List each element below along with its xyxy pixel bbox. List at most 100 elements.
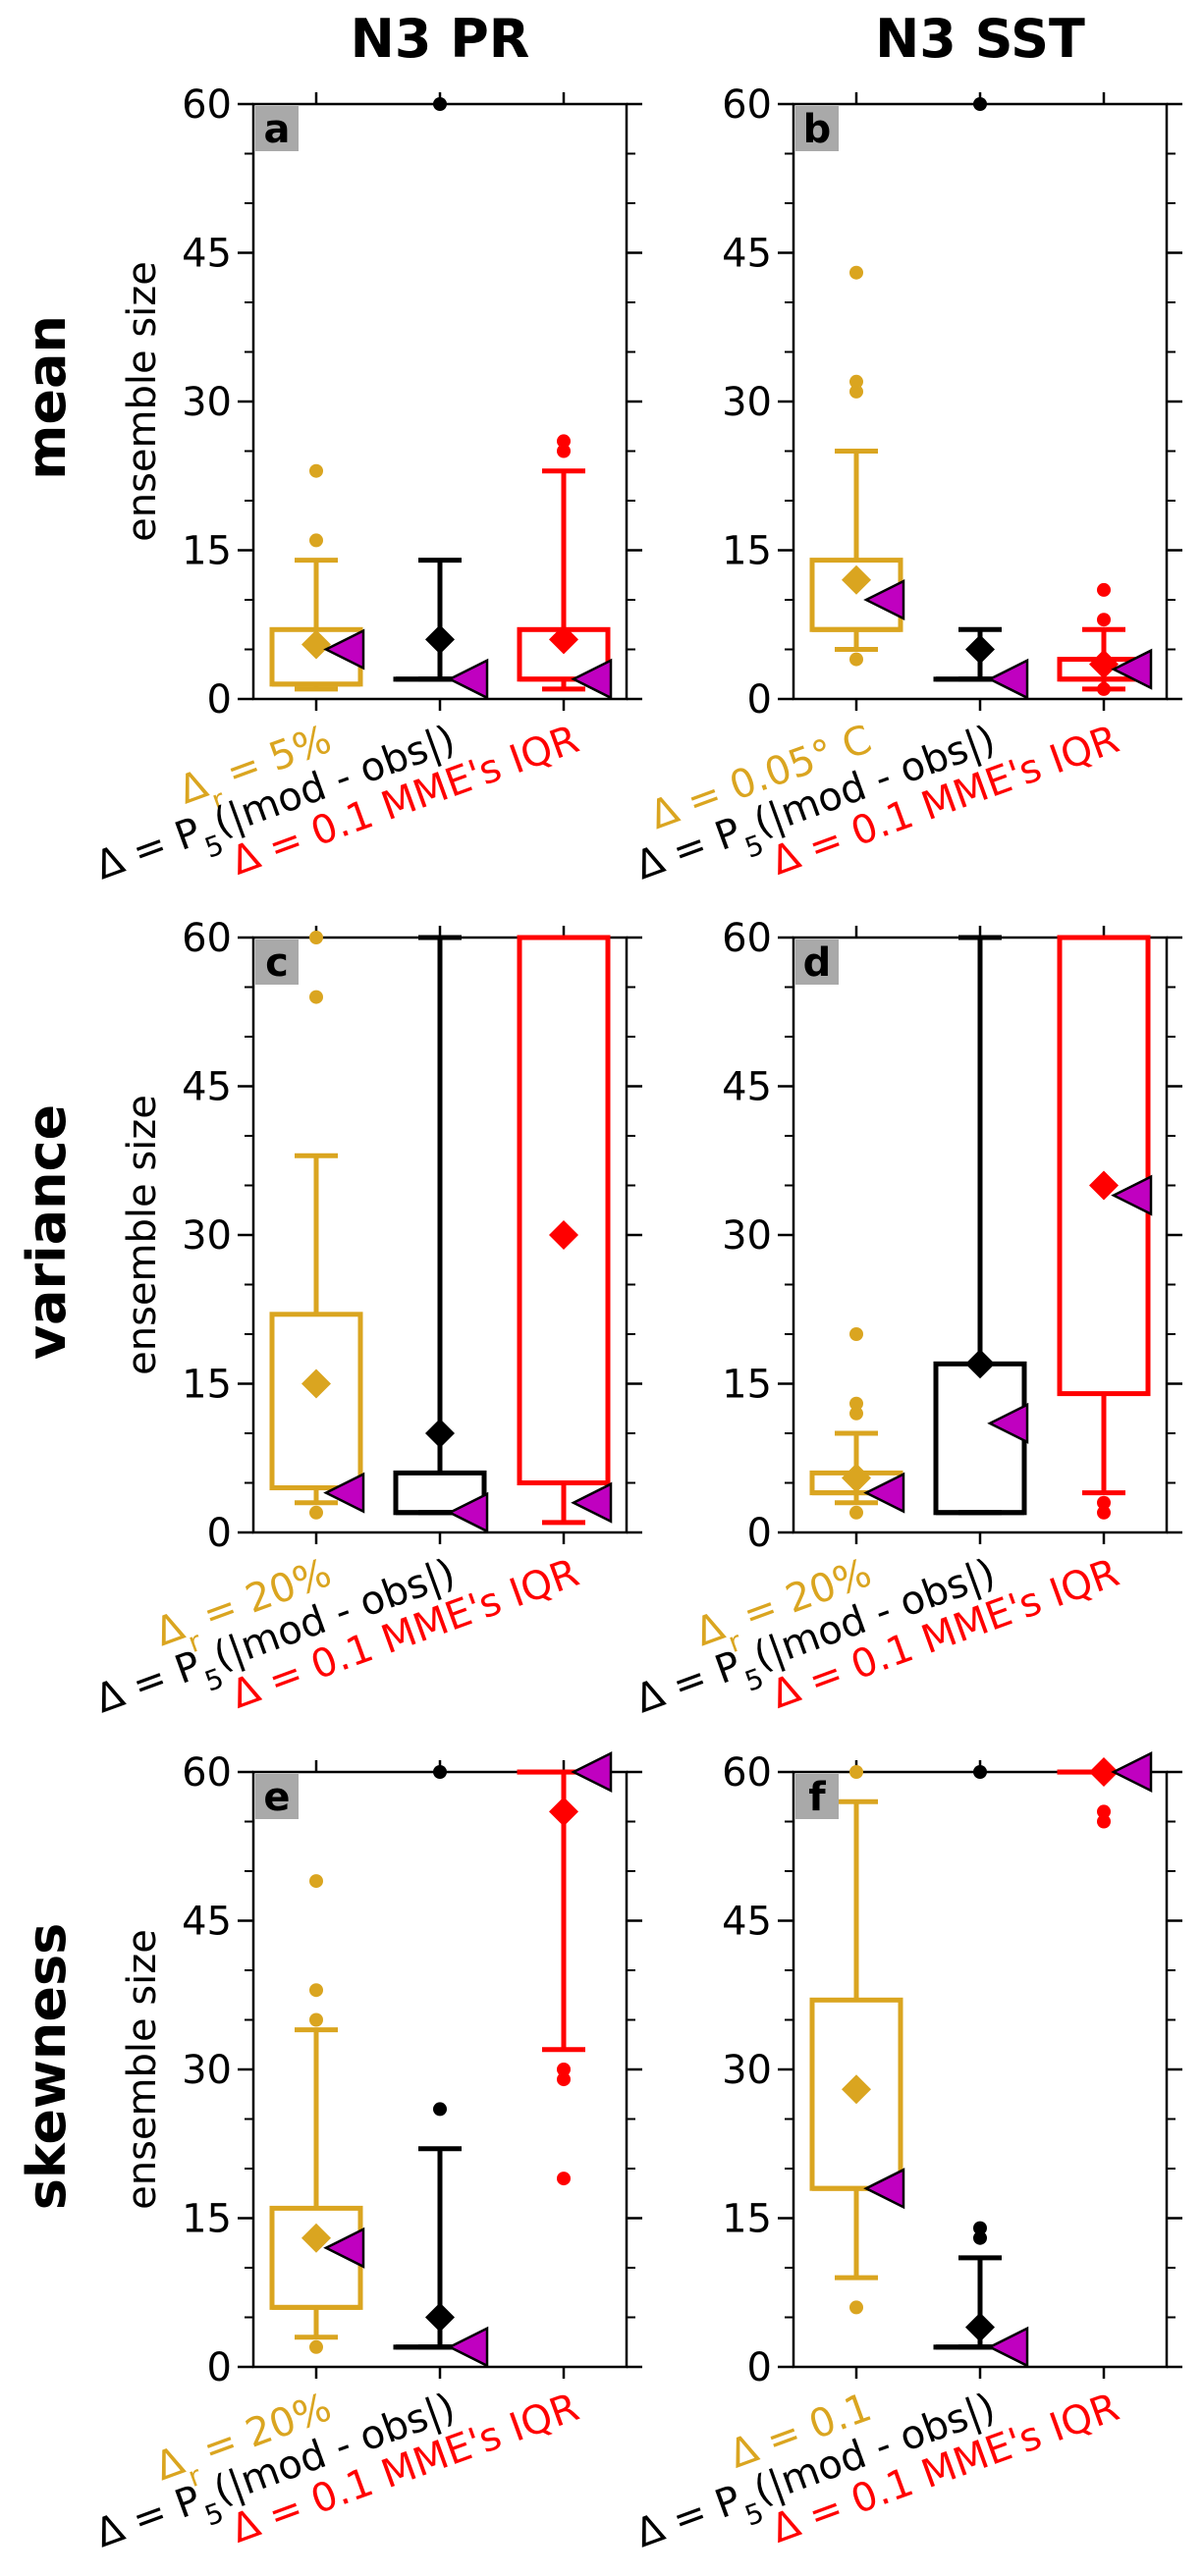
mean-diamond <box>549 624 578 655</box>
y-tick-label: 60 <box>182 916 232 961</box>
box-black <box>393 1765 489 2368</box>
outlier-point <box>849 1396 863 1411</box>
y-tick-label: 0 <box>207 677 232 723</box>
box-black <box>933 97 1029 700</box>
y-tick-label: 15 <box>182 1363 232 1408</box>
panel-label: a <box>264 107 291 152</box>
outlier-point <box>973 1765 987 1779</box>
box-gold <box>269 931 365 1520</box>
y-tick-label: 60 <box>182 1750 232 1796</box>
panel-label: c <box>265 940 289 986</box>
outlier-point <box>309 2012 323 2027</box>
y-tick-label: 0 <box>747 1511 772 1556</box>
mean-diamond <box>301 2223 331 2253</box>
outlier-point <box>849 1327 863 1341</box>
mean-diamond <box>965 2312 995 2342</box>
box-black <box>933 1765 1029 2368</box>
mean-diamond <box>301 629 331 660</box>
mean-diamond <box>1089 1757 1119 1787</box>
outlier-point <box>557 434 571 449</box>
y-tick-label: 15 <box>722 529 772 574</box>
mean-diamond <box>301 1368 331 1399</box>
outlier-point <box>849 1765 863 1779</box>
y-tick-label: 15 <box>722 1363 772 1408</box>
mean-diamond <box>425 624 455 655</box>
y-tick-label: 30 <box>722 1213 772 1259</box>
box-iqr <box>517 935 611 1485</box>
y-tick-label: 45 <box>722 232 772 277</box>
mean-diamond <box>425 2302 455 2333</box>
panel-label-bg <box>255 106 299 151</box>
y-tick-label: 0 <box>207 2345 232 2390</box>
panel-label: d <box>803 940 832 986</box>
box-iqr <box>269 1312 363 1491</box>
outlier-point <box>309 990 323 1004</box>
box-iqr <box>933 1361 1027 1516</box>
y-tick-label: 30 <box>722 2048 772 2093</box>
triangle-marker <box>447 658 489 700</box>
box-gold <box>269 463 365 692</box>
y-tick-label: 15 <box>182 529 232 574</box>
outlier-point <box>557 2172 571 2186</box>
y-tick-label: 0 <box>747 677 772 723</box>
triangle-marker <box>571 1481 613 1524</box>
y-tick-label: 15 <box>722 2197 772 2242</box>
triangle-marker <box>1111 1174 1153 1216</box>
box-red <box>517 1750 613 2186</box>
panel-label-bg <box>255 1774 299 1819</box>
panel-label-bg <box>795 939 839 985</box>
triangle-marker <box>1111 1750 1153 1794</box>
outlier-point <box>849 384 863 399</box>
box-gold <box>269 1874 365 2354</box>
triangle-marker <box>571 1750 613 1794</box>
outlier-point <box>309 463 323 478</box>
y-tick-label: 60 <box>182 82 232 128</box>
y-tick-label: 45 <box>182 232 232 277</box>
triangle-marker <box>1111 648 1153 690</box>
y-axis-label: ensemble size <box>120 1929 165 2210</box>
y-axis-label: ensemble size <box>120 261 165 542</box>
box-red <box>517 935 613 1526</box>
outlier-point <box>309 1874 323 1889</box>
y-tick-label: 60 <box>722 82 772 128</box>
outlier-point <box>1097 681 1111 696</box>
outlier-point <box>557 2063 571 2076</box>
outlier-point <box>849 2300 863 2315</box>
panel-label-bg <box>255 939 299 985</box>
triangle-marker <box>571 658 613 700</box>
outlier-point <box>849 1406 863 1421</box>
triangle-marker <box>863 2168 905 2210</box>
y-tick-label: 30 <box>722 380 772 425</box>
box-gold <box>809 1327 905 1520</box>
mean-diamond <box>965 634 995 665</box>
outlier-point <box>1097 1495 1111 1510</box>
outlier-point <box>849 1505 863 1520</box>
triangle-marker <box>987 2326 1029 2368</box>
outlier-point <box>557 2072 571 2087</box>
outlier-point <box>1097 1814 1111 1829</box>
y-tick-label: 60 <box>722 916 772 961</box>
outlier-point <box>309 1505 323 1520</box>
box-black <box>393 935 489 1533</box>
outlier-point <box>849 265 863 280</box>
y-tick-label: 0 <box>747 2345 772 2390</box>
y-tick-label: 45 <box>182 1065 232 1110</box>
triangle-marker <box>323 628 365 671</box>
triangle-marker <box>447 1491 489 1533</box>
outlier-point <box>973 2230 987 2245</box>
mean-diamond <box>1089 1170 1119 1201</box>
triangle-marker <box>447 2326 489 2368</box>
mean-diamond <box>842 1463 871 1493</box>
outlier-point <box>309 533 323 548</box>
outlier-point <box>309 931 323 944</box>
y-tick-label: 30 <box>182 1213 232 1259</box>
column-title-pr: N3 PR <box>351 8 530 70</box>
box-red <box>517 434 613 700</box>
